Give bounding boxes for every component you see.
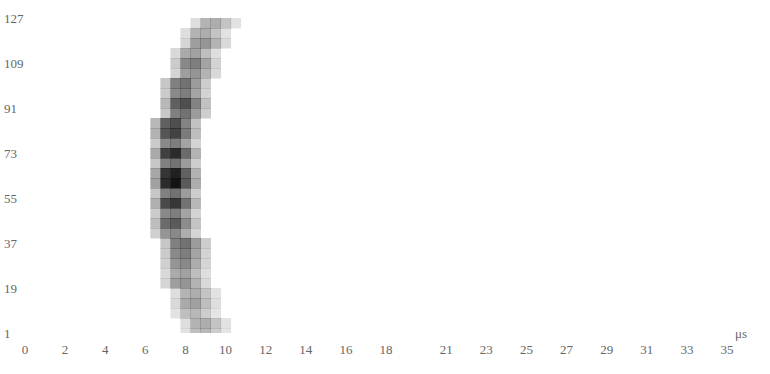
svg-text:14: 14 (299, 342, 313, 357)
svg-text:8: 8 (182, 342, 189, 357)
svg-text:29: 29 (600, 342, 613, 357)
svg-text:18: 18 (380, 342, 393, 357)
svg-text:33: 33 (680, 342, 693, 357)
svg-text:2: 2 (62, 342, 69, 357)
svg-text:6: 6 (142, 342, 149, 357)
svg-text:91: 91 (4, 101, 17, 116)
svg-text:127: 127 (4, 11, 24, 26)
svg-text:25: 25 (520, 342, 533, 357)
svg-text:37: 37 (4, 236, 18, 251)
svg-text:73: 73 (4, 146, 17, 161)
svg-text:16: 16 (339, 342, 353, 357)
svg-text:31: 31 (640, 342, 653, 357)
svg-text:19: 19 (4, 281, 17, 296)
svg-text:12: 12 (259, 342, 272, 357)
svg-text:4: 4 (102, 342, 109, 357)
svg-text:55: 55 (4, 191, 17, 206)
svg-text:0: 0 (22, 342, 29, 357)
svg-text:109: 109 (4, 56, 24, 71)
svg-text:23: 23 (480, 342, 493, 357)
svg-text:27: 27 (560, 342, 574, 357)
svg-text:1: 1 (4, 326, 11, 341)
svg-text:10: 10 (219, 342, 232, 357)
svg-text:21: 21 (440, 342, 453, 357)
svg-text:35: 35 (721, 342, 734, 357)
svg-text:μs: μs (735, 326, 747, 341)
